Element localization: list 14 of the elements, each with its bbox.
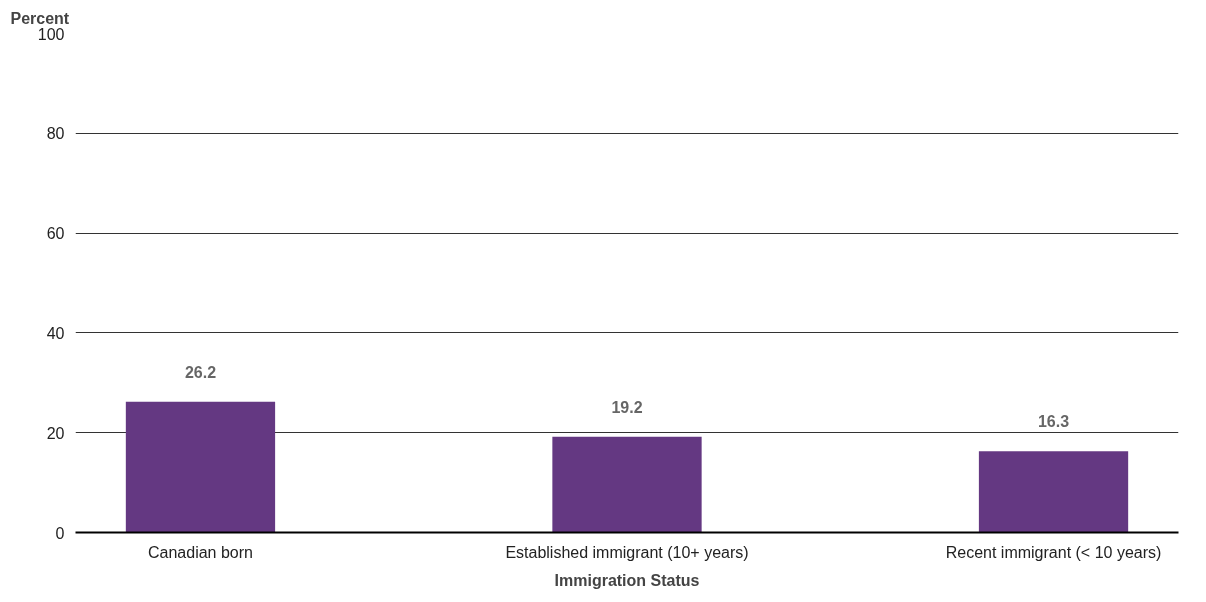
y-tick-label: 0 (55, 524, 65, 542)
y-tick-label: 40 (46, 324, 65, 342)
x-tick-label: Recent immigrant (< 10 years) (945, 543, 1162, 561)
y-tick-label: 20 (46, 424, 65, 442)
data-label: 16.3 (1037, 413, 1070, 431)
x-tick-label: Established immigrant (10+ years) (505, 543, 749, 561)
data-label: 19.2 (611, 398, 643, 416)
data-label: 26.2 (184, 363, 217, 381)
x-tick-label: Canadian born (147, 543, 253, 561)
y-tick-label: 80 (46, 125, 65, 143)
y-tick-label: 60 (46, 225, 65, 243)
y-axis-title: Percent (10, 9, 70, 27)
x-axis-title: Immigration Status (554, 571, 700, 589)
y-tick-label: 100 (37, 25, 65, 43)
